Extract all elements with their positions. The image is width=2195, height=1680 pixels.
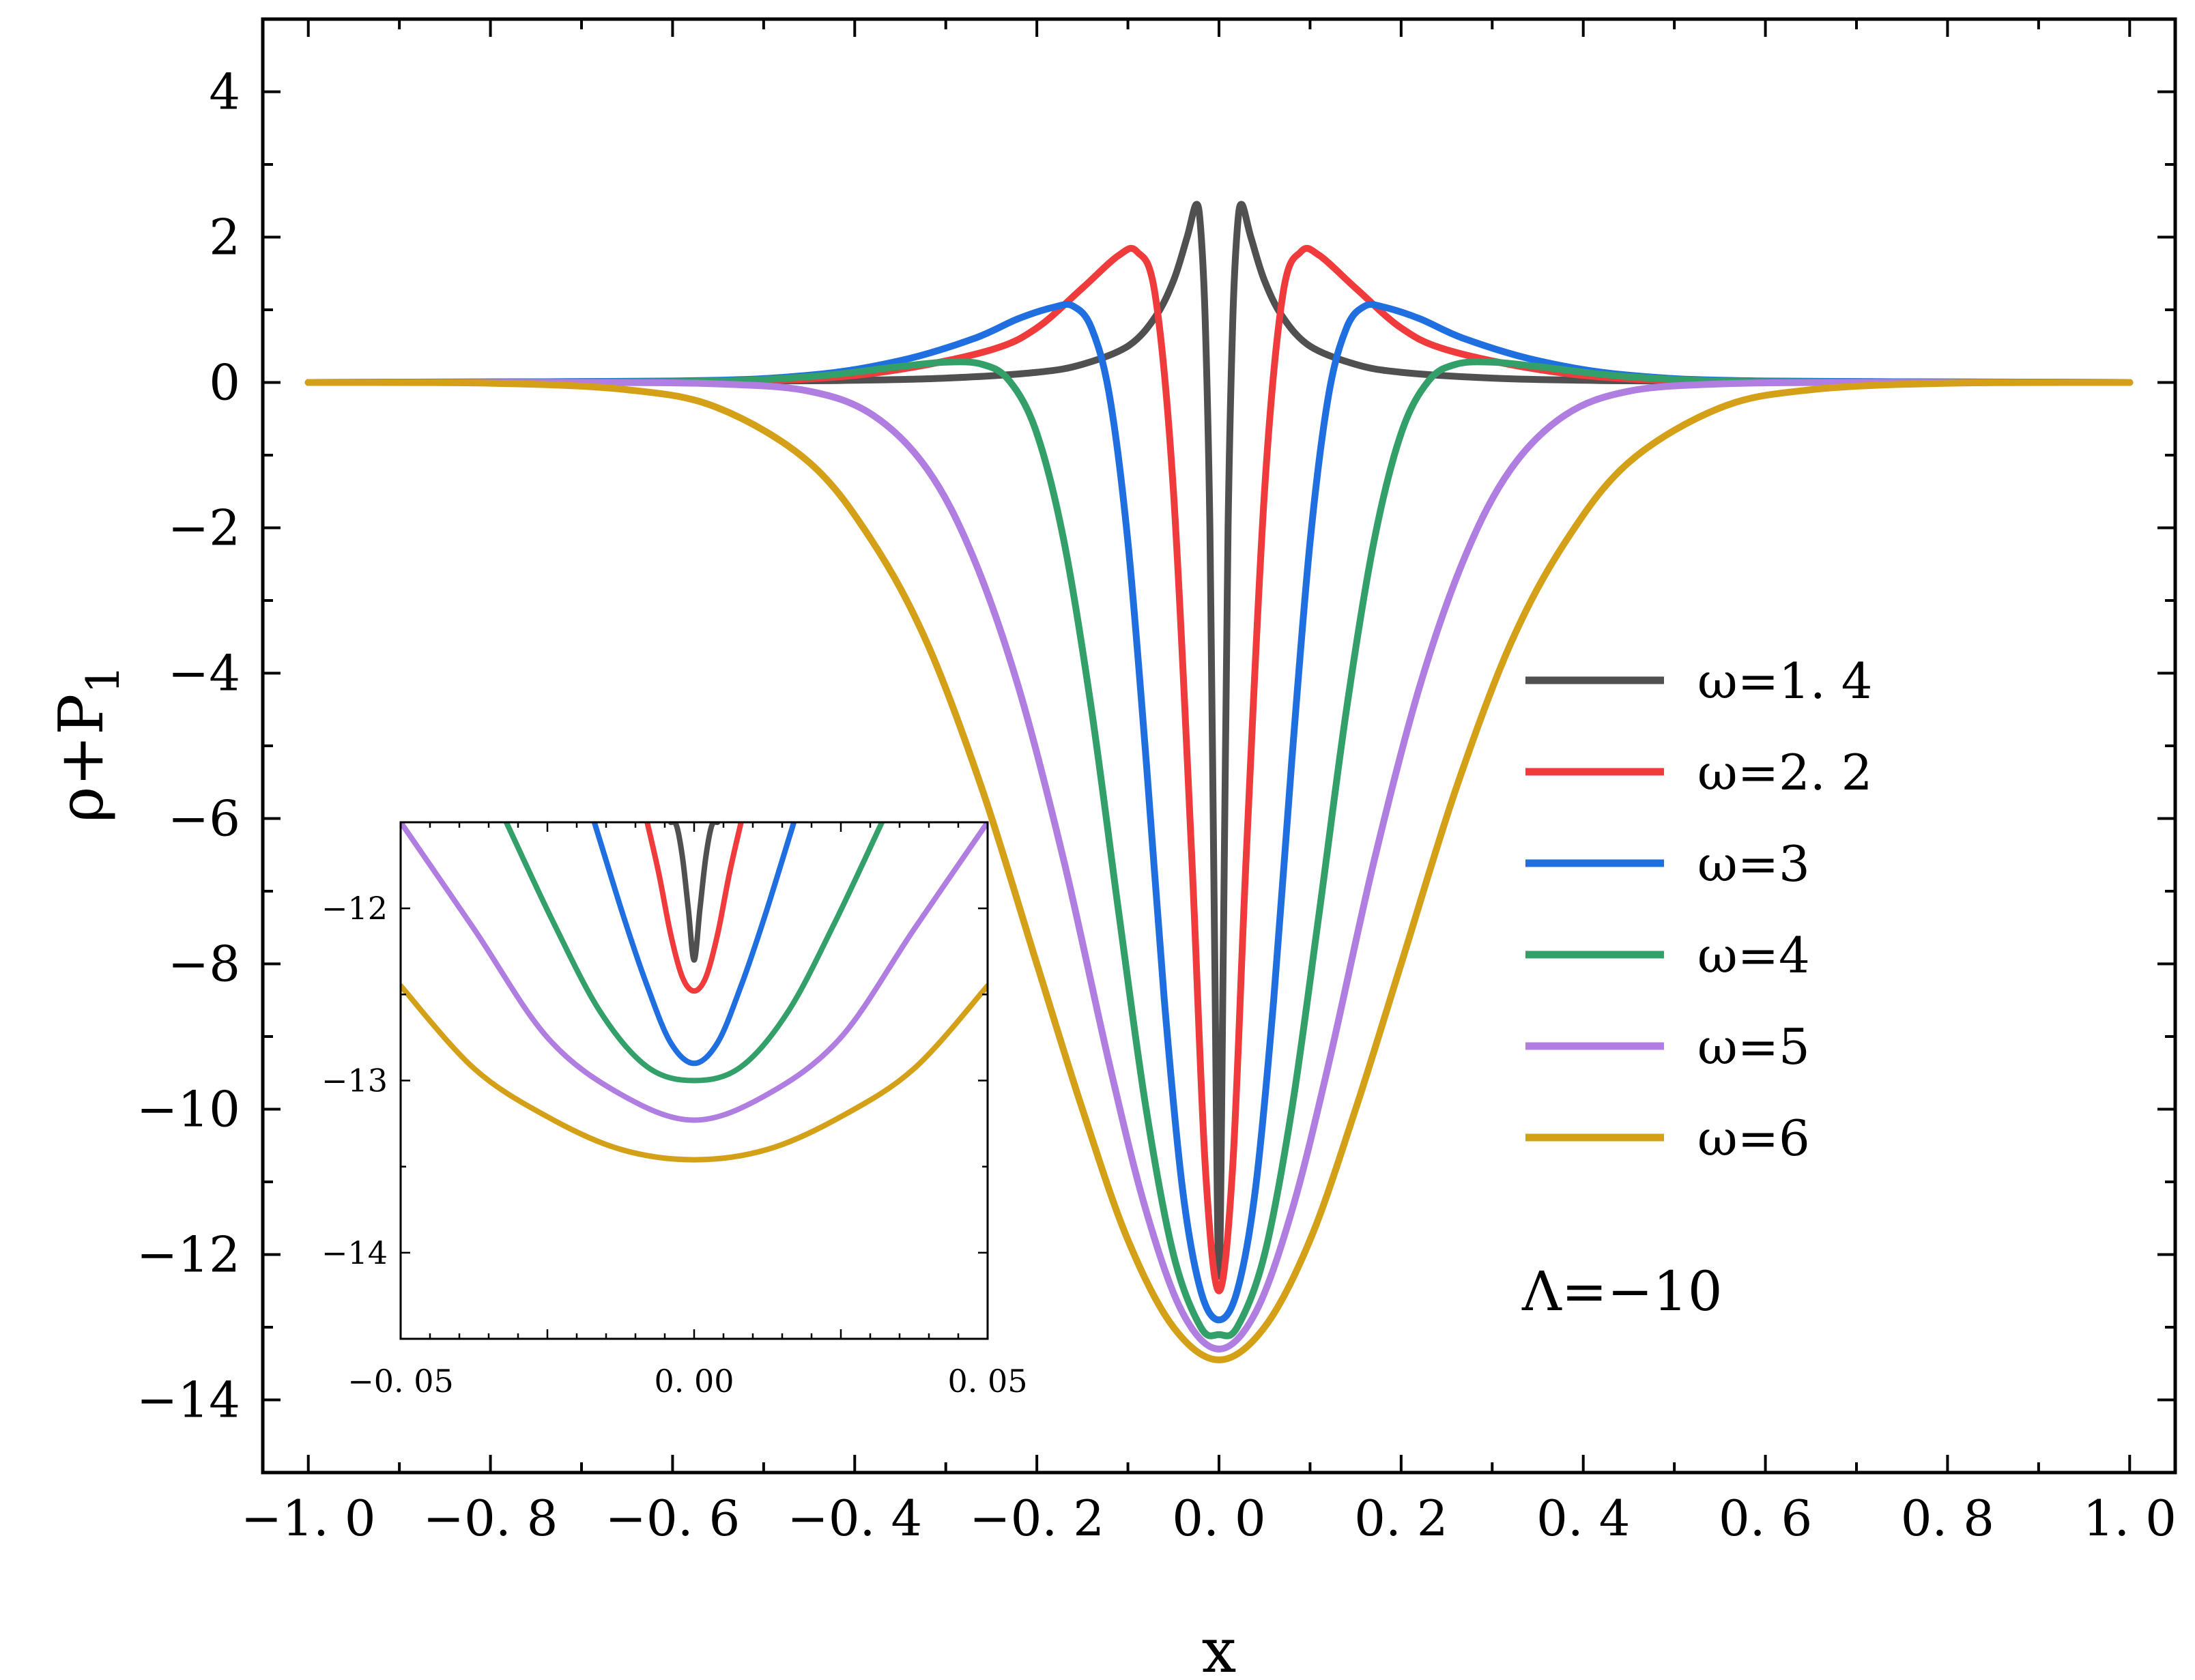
inset-plot: −0. 05 0. 00 0. 05 −12 −13 −14 xyxy=(321,821,1028,1400)
inset-ticks: −0. 05 0. 00 0. 05 −12 −13 −14 xyxy=(321,821,1028,1400)
y-axis-title-subscript: 1 xyxy=(77,665,130,694)
legend-label: ω=1. 4 xyxy=(1697,652,1872,710)
x-tick-label: 0. 0 xyxy=(1172,1490,1265,1547)
x-tick-label: 0. 8 xyxy=(1901,1490,1994,1547)
main-series-lines xyxy=(304,201,2134,1363)
series-line xyxy=(304,379,2134,1363)
x-tick-label: 0. 6 xyxy=(1719,1490,1812,1547)
series-line xyxy=(304,244,2134,1294)
x-tick-label: 0. 2 xyxy=(1354,1490,1448,1547)
x-tick-label: −0. 6 xyxy=(605,1490,741,1547)
legend-label: ω=5 xyxy=(1697,1018,1810,1075)
y-tick-label: −14 xyxy=(137,1372,240,1429)
x-axis-title: x xyxy=(1202,1615,1237,1680)
inset-series-lines xyxy=(401,822,988,1163)
legend-label: ω=2. 2 xyxy=(1697,744,1872,801)
series-line xyxy=(304,358,2134,1339)
y-tick-label: −2 xyxy=(168,499,240,557)
legend-label: ω=6 xyxy=(1697,1110,1810,1167)
inset-x-tick-label: 0. 05 xyxy=(947,1363,1027,1400)
y-tick-label: −6 xyxy=(168,790,240,848)
y-tick-label: 4 xyxy=(209,63,240,121)
legend: ω=1. 4 ω=2. 2 ω=3 ω=4 ω=5 ω=6 xyxy=(1525,652,1872,1167)
y-tick-label: 2 xyxy=(209,209,240,266)
inset-series-line xyxy=(644,822,744,994)
x-tick-label: 1. 0 xyxy=(2083,1490,2177,1547)
inset-y-tick-label: −13 xyxy=(321,1062,388,1099)
inset-series-line xyxy=(668,822,721,963)
inset-x-tick-label: −0. 05 xyxy=(347,1363,454,1400)
series-line xyxy=(304,300,2134,1324)
legend-label: ω=4 xyxy=(1697,927,1810,984)
y-tick-label: −8 xyxy=(168,936,240,993)
x-tick-label: −1. 0 xyxy=(241,1490,376,1547)
x-tick-label: −0. 8 xyxy=(423,1490,558,1547)
x-tick-label: −0. 4 xyxy=(787,1490,922,1547)
main-ticks: −1. 0 −0. 8 −0. 6 −0. 4 −0. 2 0. 0 0. 2 0. 4 0. … xyxy=(137,18,2177,1547)
x-tick-label: −0. 2 xyxy=(969,1490,1104,1547)
y-axis-title-main: ρ+P xyxy=(46,694,117,823)
legend-label: ω=3 xyxy=(1697,835,1810,893)
inset-series-line xyxy=(401,983,988,1163)
series-line xyxy=(304,201,2134,1280)
y-tick-label: −12 xyxy=(137,1226,240,1284)
y-tick-label: 0 xyxy=(209,354,240,411)
y-axis-title: ρ+P1 xyxy=(46,665,130,823)
lambda-annotation: Λ=−10 xyxy=(1521,1260,1723,1323)
inset-series-line xyxy=(401,822,988,1123)
y-tick-label: −4 xyxy=(168,645,240,702)
y-tick-label: −10 xyxy=(137,1081,240,1138)
x-tick-label: 0. 4 xyxy=(1536,1490,1630,1547)
svg-text:ρ+P1: ρ+P1 xyxy=(46,665,130,823)
inset-series-line xyxy=(503,822,885,1084)
inset-x-tick-label: 0. 00 xyxy=(654,1363,734,1400)
series-line xyxy=(304,379,2134,1352)
inset-y-tick-label: −14 xyxy=(321,1234,388,1271)
inset-y-tick-label: −12 xyxy=(321,890,388,927)
inset-series-line xyxy=(591,822,797,1067)
